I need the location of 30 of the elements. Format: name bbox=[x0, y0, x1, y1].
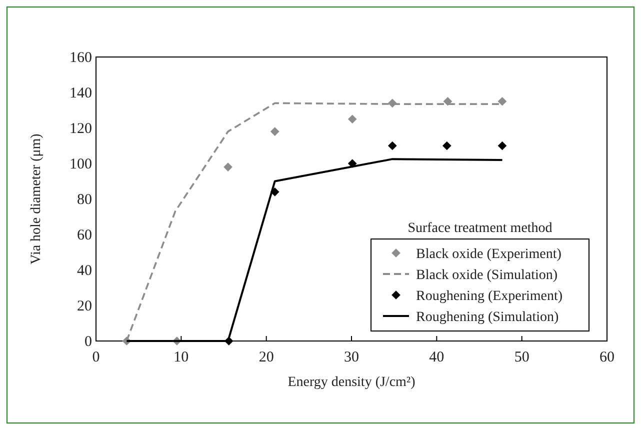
point bbox=[270, 127, 280, 136]
point bbox=[442, 141, 452, 150]
y-tick-label: 80 bbox=[77, 192, 92, 208]
legend-label: Roughening (Experiment) bbox=[416, 289, 563, 304]
point bbox=[498, 141, 507, 150]
point bbox=[224, 162, 232, 172]
y-tick-label: 100 bbox=[70, 156, 92, 172]
point bbox=[498, 96, 507, 106]
legend-label: Black oxide (Experiment) bbox=[416, 247, 562, 262]
y-tick-label: 40 bbox=[77, 262, 92, 279]
x-tick-label: 50 bbox=[514, 350, 530, 366]
x-tick-label: 30 bbox=[344, 350, 359, 366]
y-axis-title: Via hole diameter (μm) bbox=[29, 133, 44, 264]
y-tick-label: 120 bbox=[70, 120, 92, 137]
x-tick-label: 40 bbox=[429, 350, 444, 366]
point bbox=[388, 141, 397, 150]
point bbox=[443, 96, 452, 106]
y-tick-label: 160 bbox=[70, 50, 92, 66]
legend-title: Surface treatment method bbox=[408, 221, 552, 236]
y-tick-label: 60 bbox=[77, 227, 92, 244]
legend-label: Roughening (Simulation) bbox=[416, 310, 560, 325]
x-tick-label: 60 bbox=[600, 350, 614, 366]
x-axis-title: Energy density (J/cm²) bbox=[288, 375, 416, 390]
point bbox=[348, 114, 357, 124]
x-tick-label: 20 bbox=[258, 350, 274, 366]
y-tick-label: 20 bbox=[77, 298, 92, 314]
y-tick-label: 0 bbox=[84, 334, 92, 350]
x-tick-label: 10 bbox=[174, 350, 189, 366]
legend-label: Black oxide (Simulation) bbox=[416, 268, 558, 283]
y-tick-label: 140 bbox=[70, 85, 92, 102]
